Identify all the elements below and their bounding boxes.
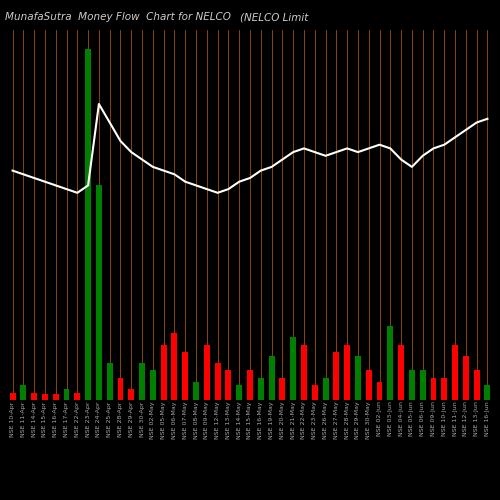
Bar [322, 378, 328, 400]
Bar [20, 385, 26, 400]
Bar [42, 394, 48, 400]
Bar [268, 356, 274, 400]
Bar [193, 382, 199, 400]
Bar [442, 378, 447, 400]
Bar [463, 356, 469, 400]
Bar [409, 370, 415, 400]
Bar [172, 334, 177, 400]
Bar [452, 344, 458, 400]
Bar [53, 394, 59, 400]
Bar [258, 378, 264, 400]
Text: MunafaSutra  Money Flow  Chart for NELCO: MunafaSutra Money Flow Chart for NELCO [5, 12, 231, 22]
Bar [10, 392, 16, 400]
Bar [290, 337, 296, 400]
Bar [355, 356, 361, 400]
Bar [106, 363, 112, 400]
Bar [96, 186, 102, 400]
Bar [150, 370, 156, 400]
Bar [118, 378, 124, 400]
Bar [474, 370, 480, 400]
Bar [204, 344, 210, 400]
Bar [388, 326, 394, 400]
Bar [398, 344, 404, 400]
Bar [160, 344, 166, 400]
Bar [85, 48, 91, 400]
Bar [74, 392, 80, 400]
Bar [430, 378, 436, 400]
Bar [31, 392, 37, 400]
Bar [236, 385, 242, 400]
Bar [312, 385, 318, 400]
Bar [280, 378, 285, 400]
Bar [334, 352, 340, 400]
Bar [247, 370, 253, 400]
Bar [344, 344, 350, 400]
Bar [484, 385, 490, 400]
Bar [214, 363, 220, 400]
Bar [301, 344, 307, 400]
Bar [64, 389, 70, 400]
Bar [182, 352, 188, 400]
Text: (NELCO Limit: (NELCO Limit [240, 12, 308, 22]
Bar [128, 389, 134, 400]
Bar [376, 382, 382, 400]
Bar [139, 363, 145, 400]
Bar [226, 370, 232, 400]
Bar [420, 370, 426, 400]
Bar [366, 370, 372, 400]
